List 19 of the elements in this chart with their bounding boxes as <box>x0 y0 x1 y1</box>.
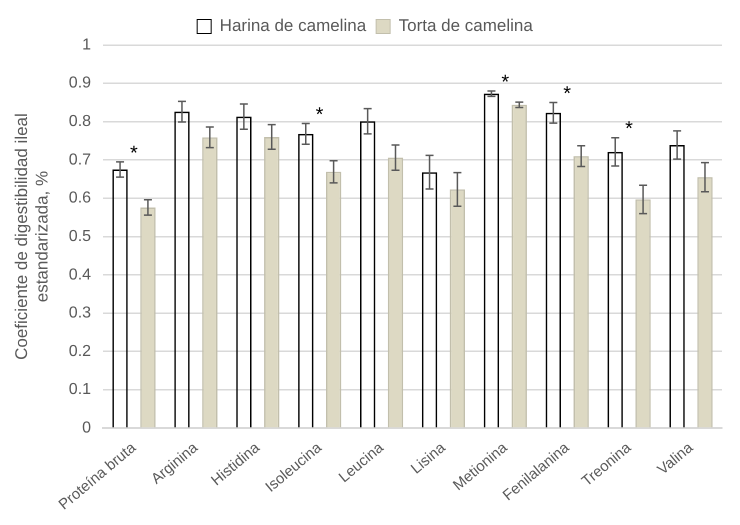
data-label: * <box>130 142 138 164</box>
y-tick-label: 0.3 <box>68 304 92 322</box>
data-label: * <box>501 71 510 94</box>
y-tick-label: 0.7 <box>68 151 92 168</box>
legend-label: Torta de camelina <box>398 16 534 36</box>
data-label: * <box>316 104 324 126</box>
y-tick-label: 0.9 <box>68 74 92 92</box>
y-tick-label: 0 <box>82 420 92 437</box>
data-label: * <box>563 82 572 105</box>
y-tick-label: 0.2 <box>68 342 92 360</box>
legend-label: Harina de camelina <box>220 16 367 36</box>
y-tick-label: 0.5 <box>68 228 92 245</box>
y-tick-label: 0.1 <box>68 381 92 398</box>
y-tick-label: 0.6 <box>68 190 92 207</box>
data-label: * <box>625 118 634 140</box>
y-axis-title: Coeficiente de digestibilidad ileal estandarizada, % <box>12 113 52 360</box>
y-tick-label: 0.8 <box>68 113 92 130</box>
y-tick-label: 0.4 <box>68 266 92 284</box>
y-tick-label: 1 <box>82 36 92 54</box>
